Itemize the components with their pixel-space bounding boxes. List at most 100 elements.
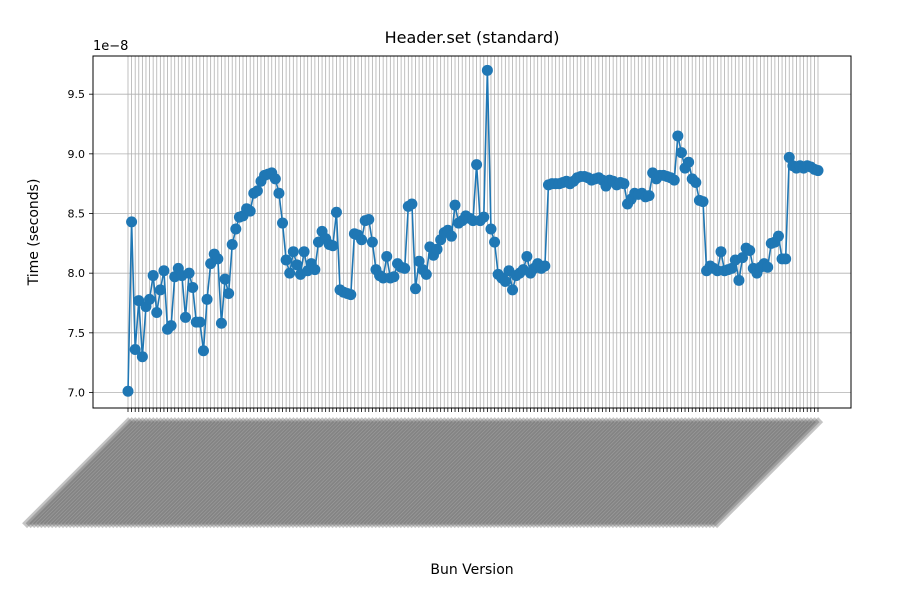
- x-tick-label: [478, 417, 590, 529]
- data-point: [675, 147, 687, 159]
- data-point: [762, 261, 774, 273]
- x-tick-label: [176, 417, 288, 529]
- x-tick-label: [686, 417, 798, 529]
- data-point: [406, 198, 418, 210]
- data-point: [388, 271, 400, 283]
- x-tick-label: [694, 417, 806, 529]
- data-point: [201, 293, 213, 305]
- x-tick-label: [431, 417, 543, 529]
- x-tick-label: [356, 417, 468, 529]
- x-tick-label: [381, 417, 493, 529]
- x-tick-label: [661, 417, 773, 529]
- x-tick-label: [93, 417, 205, 529]
- data-point: [277, 217, 289, 229]
- data-point: [291, 259, 303, 271]
- x-tick-label: [543, 417, 655, 529]
- data-point: [147, 270, 159, 282]
- x-tick-label: [352, 417, 464, 529]
- data-point: [399, 262, 411, 274]
- x-tick-label: [266, 417, 378, 529]
- x-tick-label: [395, 417, 507, 529]
- data-point: [144, 293, 156, 305]
- x-tick-label: [155, 417, 267, 529]
- data-point: [485, 223, 497, 235]
- x-tick-label: [597, 417, 709, 529]
- data-point: [356, 234, 368, 246]
- y-axis: 7.0 7.5 8.0 8.5 9.0 9.5: [68, 88, 93, 399]
- x-tick-label: [629, 417, 741, 529]
- x-tick-label: [76, 417, 188, 529]
- x-tick-label: [474, 417, 586, 529]
- x-tick-label: [582, 417, 694, 529]
- data-point: [180, 311, 191, 323]
- x-tick-label: [183, 417, 295, 529]
- data-point: [165, 320, 177, 332]
- x-tick-label: [618, 417, 730, 529]
- x-tick-label: [647, 417, 759, 529]
- x-tick-label: [158, 417, 270, 529]
- data-point: [154, 284, 166, 296]
- x-tick-label: [607, 417, 719, 529]
- x-tick-label: [111, 417, 223, 529]
- x-tick-label: [244, 417, 356, 529]
- x-tick-label: [25, 417, 137, 529]
- x-tick-label: [298, 417, 410, 529]
- data-point: [697, 196, 709, 208]
- x-tick-label: [492, 417, 604, 529]
- x-tick-label: [288, 417, 400, 529]
- x-tick-label: [406, 417, 518, 529]
- x-tick-label: [464, 417, 576, 529]
- data-point: [126, 216, 138, 228]
- x-tick-label: [525, 417, 637, 529]
- x-tick-label: [403, 417, 515, 529]
- x-tick-label: [316, 417, 428, 529]
- data-point: [772, 230, 784, 242]
- x-tick-label: [668, 417, 780, 529]
- x-tick-label: [367, 417, 479, 529]
- x-tick-label: [622, 417, 734, 529]
- x-tick-label: [165, 417, 277, 529]
- x-tick-label: [68, 417, 180, 529]
- x-tick-label: [295, 417, 407, 529]
- x-tick-label: [54, 417, 166, 529]
- y-axis-label: Time (seconds): [26, 179, 42, 287]
- x-tick-label: [216, 417, 328, 529]
- x-tick-label: [392, 417, 504, 529]
- x-tick-label: [61, 417, 173, 529]
- x-tick-label: [704, 417, 816, 529]
- x-tick-label: [205, 417, 317, 529]
- x-tick-label: [29, 417, 141, 529]
- x-tick-label: [442, 417, 554, 529]
- x-tick-label: [115, 417, 227, 529]
- x-tick-label: [72, 417, 184, 529]
- data-point: [215, 317, 227, 329]
- data-point: [449, 199, 461, 211]
- y-offset-label: 1e−8: [93, 39, 128, 54]
- x-tick-label: [539, 417, 651, 529]
- data-point: [187, 281, 199, 293]
- x-tick-label: [97, 417, 209, 529]
- data-point: [672, 130, 684, 142]
- x-tick-label: [248, 417, 360, 529]
- x-tick-label: [162, 417, 274, 529]
- data-point: [223, 287, 235, 299]
- x-tick-label: [489, 417, 601, 529]
- data-point: [345, 289, 357, 301]
- data-point: [309, 264, 321, 276]
- data-point: [478, 211, 490, 223]
- x-tick-label: [553, 417, 665, 529]
- x-tick-label: [262, 417, 374, 529]
- x-tick-label: [341, 417, 453, 529]
- x-tick-label: [108, 417, 220, 529]
- x-tick-label: [291, 417, 403, 529]
- x-tick-label: [374, 417, 486, 529]
- x-tick-label: [456, 417, 568, 529]
- x-tick-label: [169, 417, 281, 529]
- x-tick-label: [133, 417, 245, 529]
- x-tick-label: [496, 417, 608, 529]
- x-tick-label: [187, 417, 299, 529]
- x-tick-label: [528, 417, 640, 529]
- x-tick-label: [252, 417, 364, 529]
- x-tick-label: [518, 417, 630, 529]
- x-tick-label: [151, 417, 263, 529]
